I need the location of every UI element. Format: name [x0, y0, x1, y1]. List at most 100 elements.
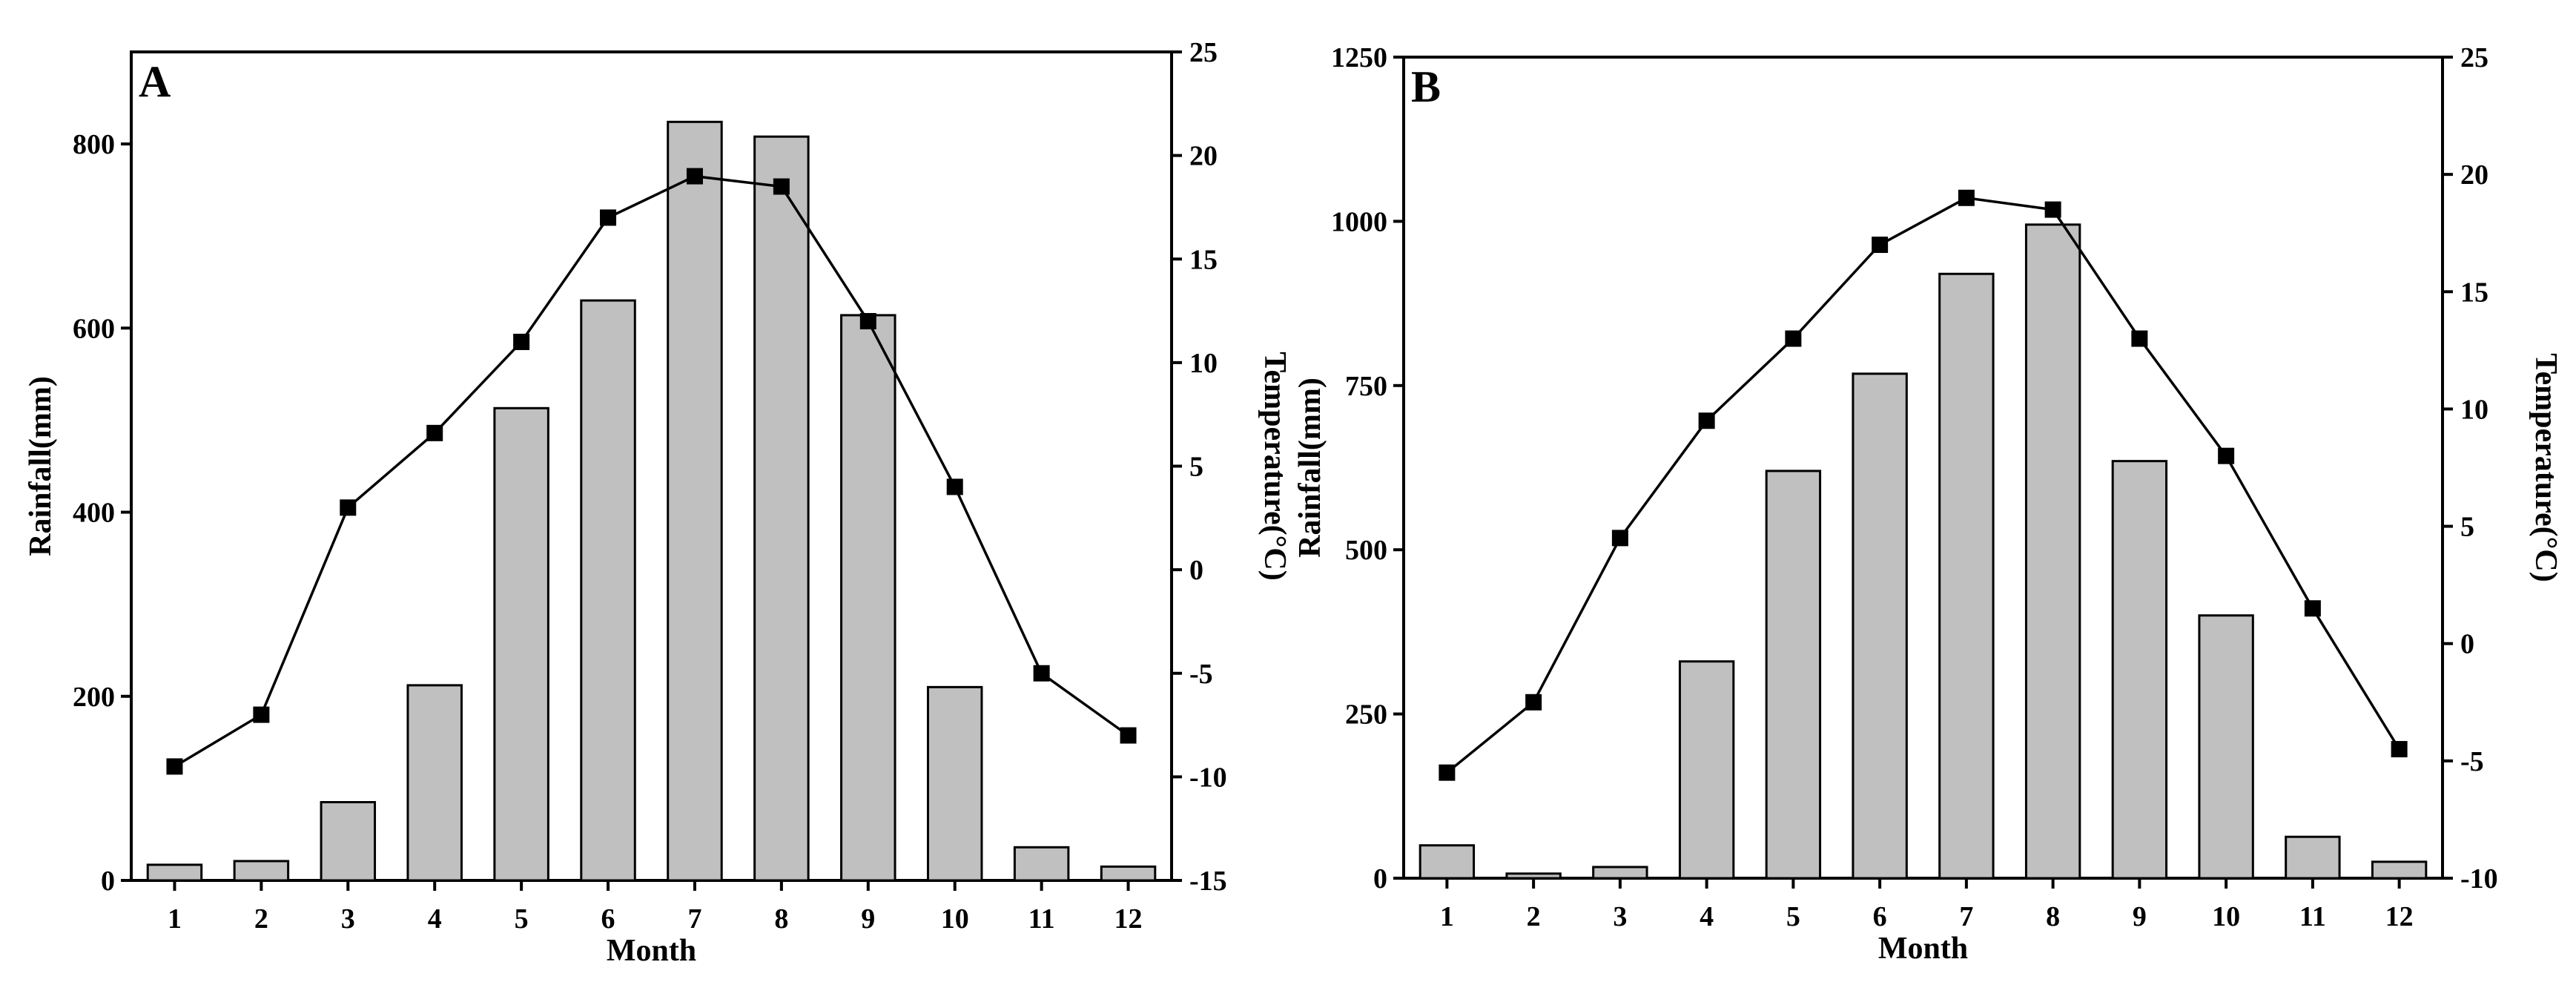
temperature-marker	[1958, 189, 1975, 206]
right-axis-tick-label: 15	[2460, 277, 2489, 308]
plot-frame	[1402, 56, 2444, 880]
x-axis-tick-label: 5	[515, 903, 529, 935]
temperature-marker	[426, 424, 443, 441]
rainfall-bar	[320, 801, 377, 882]
x-axis-tick-label: 4	[428, 903, 442, 935]
right-axis-tick-label: 0	[1189, 555, 1203, 586]
right-axis-tick-label: -10	[1189, 762, 1227, 793]
temperature-marker	[2304, 600, 2321, 617]
temperature-marker	[1120, 727, 1137, 744]
x-axis-tick-label: 3	[1613, 901, 1627, 932]
rainfall-bar	[146, 863, 203, 882]
rainfall-bar	[1100, 865, 1157, 882]
x-axis-tick-label: 2	[1527, 901, 1541, 932]
x-axis-tick-label: 10	[941, 903, 969, 935]
rainfall-bar	[1852, 372, 1908, 880]
x-axis-title: Month	[1878, 932, 1968, 966]
rainfall-bar	[233, 860, 290, 882]
x-axis-tick-label: 10	[2212, 901, 2240, 932]
x-axis-tick-label: 5	[1786, 901, 1800, 932]
rainfall-bar	[2285, 835, 2341, 880]
x-axis-tick-label: 1	[1440, 901, 1454, 932]
x-axis-tick-label: 12	[1114, 903, 1143, 935]
x-axis-tick-label: 9	[861, 903, 875, 935]
left-axis-title: Rainfall(mm)	[24, 376, 58, 556]
x-axis-tick-label: 7	[1959, 901, 1973, 932]
rainfall-bar	[406, 684, 463, 882]
temperature-marker	[2391, 741, 2408, 758]
left-axis-tick-label: 500	[1345, 535, 1387, 566]
rainfall-bar	[2198, 614, 2254, 880]
right-axis-tick-label: 10	[2460, 394, 2489, 425]
x-axis-tick-label: 9	[2133, 901, 2147, 932]
temperature-marker	[2044, 201, 2061, 218]
right-axis-tick-label: 5	[1189, 452, 1203, 483]
right-axis-tick-label: 0	[2460, 629, 2474, 660]
right-axis-title: Temperature(°C)	[1258, 352, 1292, 580]
left-axis-tick-label: 1000	[1331, 206, 1387, 237]
temperature-marker	[340, 499, 357, 516]
temperature-line	[1446, 196, 2401, 774]
right-axis-title: Temperature(°C)	[2529, 353, 2563, 582]
x-axis-tick-label: 2	[254, 903, 268, 935]
rainfall-bar	[1765, 470, 1822, 880]
x-axis-tick-label: 3	[341, 903, 355, 935]
x-axis-tick-label: 11	[1028, 903, 1055, 935]
temperature-line	[174, 174, 1129, 768]
rainfall-bar	[2371, 860, 2428, 880]
left-axis-tick-label: 400	[73, 498, 115, 529]
left-axis-tick-label: 1250	[1331, 42, 1387, 73]
panel-label: B	[1411, 62, 1441, 111]
x-axis-tick-label: 7	[687, 903, 701, 935]
left-axis-tick-label: 600	[73, 313, 115, 344]
right-axis-tick-label: -5	[2460, 746, 2484, 777]
left-axis-tick-label: 250	[1345, 699, 1387, 731]
temperature-marker	[513, 333, 530, 350]
panel-label: A	[139, 57, 171, 106]
right-axis-tick-label: -5	[1189, 659, 1213, 690]
temperature-marker	[2218, 447, 2235, 464]
temperature-marker	[859, 313, 876, 330]
right-axis-tick-label: 5	[2460, 512, 2474, 543]
x-axis-tick-label: 11	[2299, 901, 2326, 932]
rainfall-bar	[1013, 846, 1070, 882]
left-axis-tick-label: 0	[101, 866, 115, 897]
rainfall-bar	[1419, 844, 1476, 880]
rainfall-bar	[1938, 272, 1995, 880]
x-axis-title: Month	[607, 934, 696, 968]
rainfall-bar	[493, 406, 549, 882]
temperature-marker	[1872, 237, 1889, 254]
right-axis-tick-label: 15	[1189, 244, 1218, 275]
rainfall-bar	[667, 120, 723, 882]
rainfall-bar	[1505, 872, 1562, 880]
temperature-marker	[1525, 694, 1542, 711]
temperature-marker	[253, 706, 270, 723]
rainfall-bar	[840, 314, 896, 882]
x-axis-tick-label: 6	[1873, 901, 1887, 932]
left-axis-title: Rainfall(mm)	[1293, 378, 1327, 558]
temperature-marker	[1785, 330, 1802, 347]
right-axis-tick-label: 20	[2460, 159, 2489, 191]
rainfall-bar	[1678, 660, 1735, 880]
temperature-marker	[1033, 665, 1050, 682]
x-axis-tick-label: 1	[168, 903, 182, 935]
rainfall-bar	[2111, 460, 2168, 880]
x-axis-tick-label: 12	[2385, 901, 2414, 932]
rainfall-bar	[2024, 223, 2081, 880]
plot-frame	[130, 50, 1173, 882]
x-axis-tick-label: 8	[774, 903, 788, 935]
rainfall-bar	[580, 299, 636, 882]
right-axis-tick-label: 25	[2460, 42, 2489, 73]
rainfall-bar	[926, 685, 983, 882]
temperature-marker	[600, 209, 617, 226]
rainfall-bar	[753, 135, 810, 882]
right-axis-tick-label: 20	[1189, 141, 1218, 172]
right-axis-tick-label: -15	[1189, 866, 1227, 897]
temperature-marker	[946, 478, 963, 495]
temperature-marker	[1698, 412, 1715, 429]
rainfall-bar	[1592, 866, 1648, 880]
right-axis-tick-label: 10	[1189, 348, 1218, 379]
